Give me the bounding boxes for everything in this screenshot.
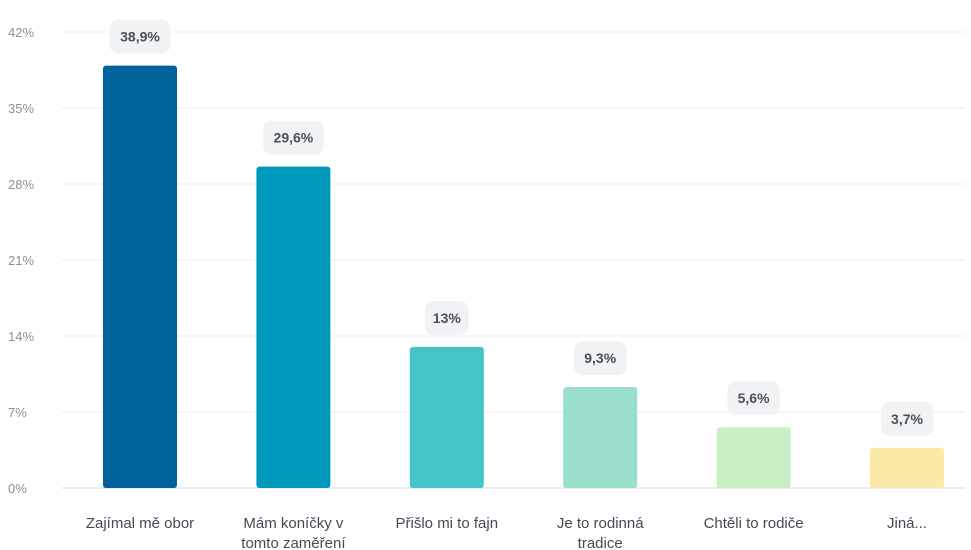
value-label-text: 29,6% [274, 130, 314, 146]
category-label-line: tomto zaměření [241, 535, 346, 550]
category-label: Mám koníčky v tomto zaměření [241, 515, 346, 550]
category-label-line: Chtěli to rodiče [704, 515, 804, 532]
bar [103, 65, 177, 489]
category-label-line: Jiná... [887, 515, 927, 532]
value-label: 13% [424, 300, 469, 335]
y-tick-label: 28% [8, 177, 34, 192]
x-axis: Zajímal mě obor Mám koníčky v tomto zaměře… [86, 515, 927, 550]
value-label-bg [262, 120, 324, 155]
grid-lines [62, 31, 965, 489]
value-label: 9,3% [574, 341, 627, 376]
value-label: 29,6% [262, 120, 324, 155]
y-tick-label: 0% [8, 481, 27, 496]
value-label: 3,7% [880, 401, 934, 436]
y-tick-label: 21% [8, 253, 34, 268]
category-label: Zajímal mě obor [86, 515, 194, 532]
category-label: Jiná... [887, 515, 927, 532]
y-tick-label: 7% [8, 405, 27, 420]
value-label-bg [574, 341, 627, 376]
bar [256, 166, 331, 488]
category-label-line: Zajímal mě obor [86, 515, 194, 532]
y-axis: 0% 7% 14% 21% 28% 35% 42% [8, 25, 34, 496]
value-label: 5,6% [727, 381, 780, 416]
bar [563, 387, 638, 488]
bar [870, 447, 944, 488]
bar [409, 346, 484, 488]
category-label-line: Přišlo mi to fajn [396, 515, 499, 532]
category-label-line: Je to rodinná [557, 515, 644, 532]
value-label: 38,9% [109, 19, 171, 54]
value-label-text: 13% [433, 310, 462, 326]
value-label-bg [880, 401, 934, 436]
category-label-line: Mám koníčky v [243, 515, 344, 532]
value-label-bg [109, 19, 171, 54]
value-label-bg [727, 381, 780, 416]
value-label-text: 5,6% [738, 390, 770, 406]
value-label-bg [424, 300, 469, 335]
bar [716, 427, 791, 488]
bars [103, 65, 944, 489]
category-label: Přišlo mi to fajn [396, 515, 499, 532]
category-label-line: tradice [578, 535, 623, 550]
category-label: Chtěli to rodiče [704, 515, 804, 532]
y-tick-label: 14% [8, 329, 34, 344]
category-label: Je to rodinná tradice [557, 515, 644, 550]
value-label-text: 9,3% [584, 350, 616, 366]
value-labels: 38,9% 29,6% 13% 9,3% 5,6% 3,7% [109, 19, 934, 436]
y-tick-label: 42% [8, 25, 34, 40]
y-tick-label: 35% [8, 101, 34, 116]
value-label-text: 38,9% [120, 29, 160, 45]
value-label-text: 3,7% [891, 411, 923, 427]
